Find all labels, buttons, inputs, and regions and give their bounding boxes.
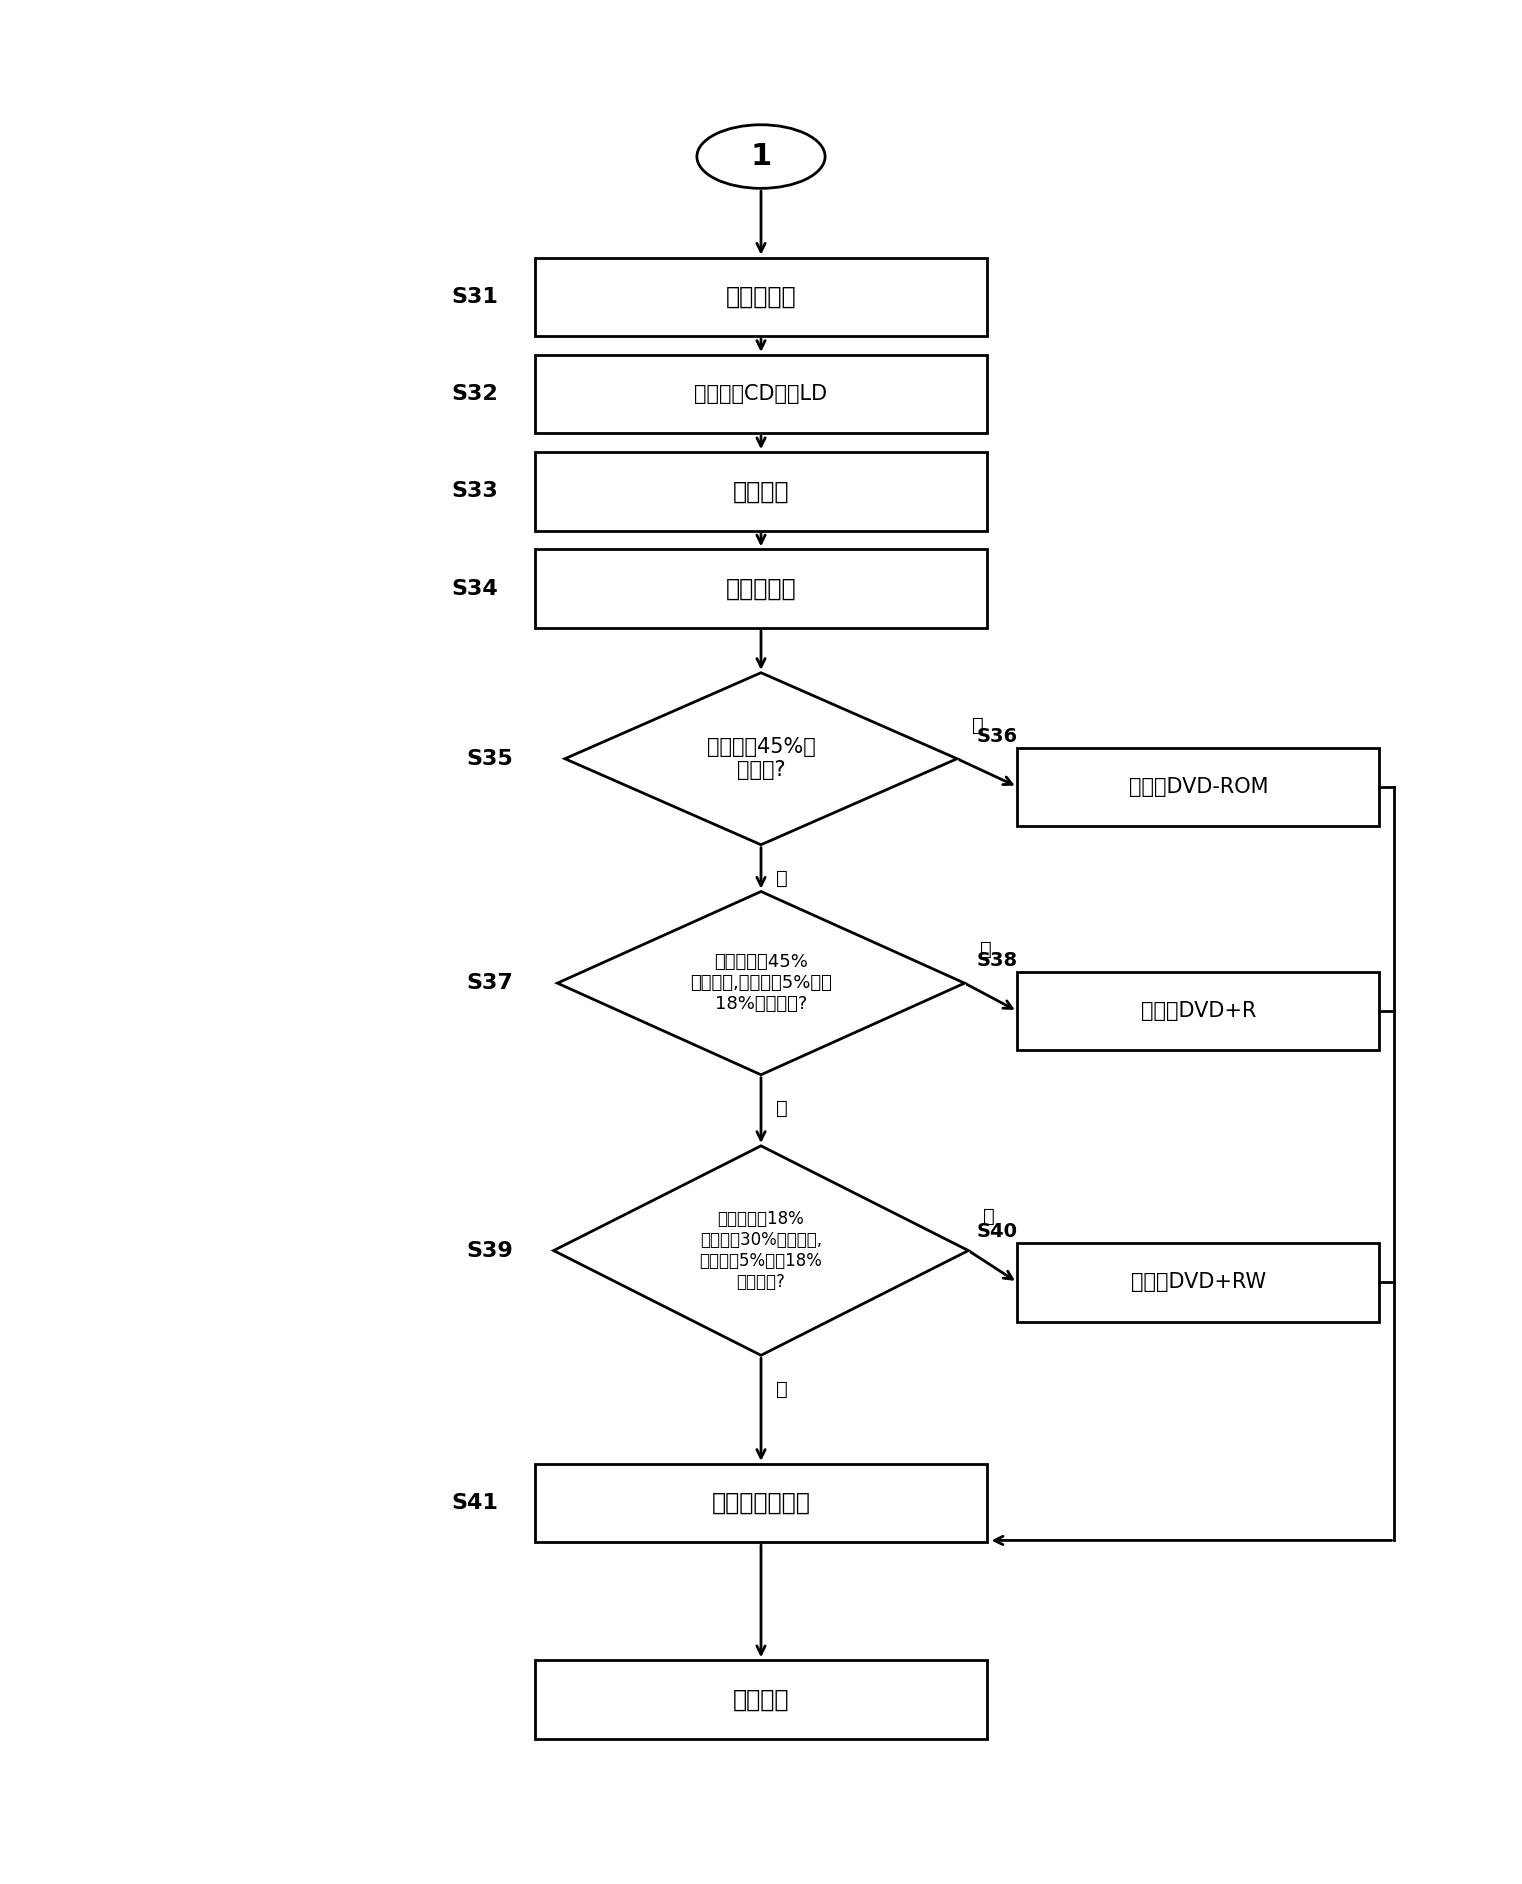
Text: 大于等于45%的
反射率?: 大于等于45%的 反射率? (706, 737, 816, 780)
Text: 为大于等于45%
的反射率,大于等于5%小于
18%的反射率?: 为大于等于45% 的反射率,大于等于5%小于 18%的反射率? (689, 953, 833, 1014)
Text: S39: S39 (466, 1240, 513, 1260)
Text: S33: S33 (451, 480, 498, 501)
Text: S37: S37 (466, 974, 513, 993)
FancyBboxPatch shape (534, 354, 988, 433)
Text: 计算反射率: 计算反射率 (726, 284, 796, 309)
Text: 是: 是 (983, 1208, 995, 1226)
Ellipse shape (697, 124, 825, 188)
Text: S38: S38 (976, 951, 1017, 970)
FancyBboxPatch shape (1017, 748, 1379, 825)
FancyBboxPatch shape (1017, 1243, 1379, 1323)
Text: S41: S41 (451, 1492, 498, 1513)
Text: 到后处理: 到后处理 (732, 1688, 790, 1711)
Text: S31: S31 (451, 286, 498, 307)
FancyBboxPatch shape (534, 258, 988, 335)
Polygon shape (554, 1145, 968, 1355)
FancyBboxPatch shape (1017, 972, 1379, 1051)
Text: S35: S35 (466, 748, 513, 769)
Text: 1: 1 (750, 141, 772, 171)
Polygon shape (565, 673, 957, 844)
Text: 否: 否 (776, 1379, 788, 1398)
Text: 判别为规格外盘: 判别为规格外盘 (712, 1490, 810, 1515)
Text: 判别为DVD-ROM: 判别为DVD-ROM (1129, 776, 1268, 797)
Text: S36: S36 (976, 727, 1017, 746)
Text: 判别为DVD+RW: 判别为DVD+RW (1131, 1272, 1266, 1292)
Text: 计算反射率: 计算反射率 (726, 577, 796, 601)
Text: 是: 是 (973, 716, 983, 735)
FancyBboxPatch shape (534, 1464, 988, 1543)
FancyBboxPatch shape (534, 550, 988, 627)
Text: 否: 否 (776, 869, 788, 887)
FancyBboxPatch shape (534, 452, 988, 531)
Text: 聚焦引入: 聚焦引入 (732, 479, 790, 503)
Text: 判别为DVD+R: 判别为DVD+R (1140, 1000, 1256, 1021)
Text: S40: S40 (977, 1223, 1017, 1242)
Text: S32: S32 (451, 384, 498, 403)
Text: 否: 否 (776, 1098, 788, 1117)
FancyBboxPatch shape (534, 1660, 988, 1739)
Text: 为大于等于18%
小于等于30%的反射率,
大于等于5%小于18%
的反射率?: 为大于等于18% 小于等于30%的反射率, 大于等于5%小于18% 的反射率? (700, 1210, 822, 1291)
Text: S34: S34 (451, 578, 498, 599)
Text: 发光驱动CD用的LD: 发光驱动CD用的LD (694, 384, 828, 403)
Text: 是: 是 (980, 940, 991, 959)
Polygon shape (557, 891, 965, 1074)
